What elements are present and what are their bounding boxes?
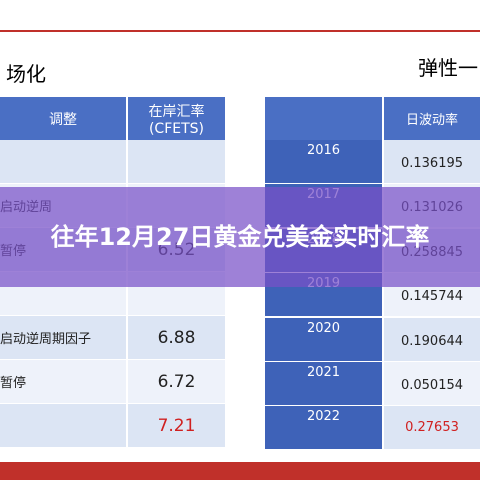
year-cell: 2022 — [265, 406, 382, 450]
row-label — [0, 140, 126, 183]
year-cell: 2021 — [265, 362, 382, 405]
rate-cell: 6.72 — [128, 360, 225, 403]
rate-cell: 7.21 — [128, 404, 225, 447]
volatility-cell: 0.27653 — [384, 406, 480, 450]
header-cell — [265, 97, 382, 140]
header-cell: 日波动率 — [384, 97, 480, 140]
bottom-bar — [0, 462, 480, 480]
rate-cell — [128, 140, 225, 183]
row-label: 暂停 — [0, 360, 126, 403]
header-cell: 调整 — [0, 97, 126, 140]
banner-title: 往年12月27日黄金兑美金实时汇率 — [50, 223, 430, 251]
rate-cell: 6.88 — [128, 316, 225, 359]
volatility-cell: 0.190644 — [384, 317, 480, 361]
year-cell: 2016 — [265, 140, 382, 183]
year-cell: 2020 — [265, 317, 382, 361]
top-rule — [0, 30, 480, 32]
row-label: 启动逆周期因子 — [0, 316, 126, 359]
volatility-cell: 0.136195 — [384, 140, 480, 183]
right-title: 弹性一 — [418, 56, 478, 80]
banner: 往年12月27日黄金兑美金实时汇率 — [0, 187, 480, 287]
row-label — [0, 404, 126, 447]
header-cell: 在岸汇率 (CFETS) — [128, 97, 225, 140]
volatility-cell: 0.050154 — [384, 362, 480, 405]
left-title: 场化 — [6, 62, 46, 86]
